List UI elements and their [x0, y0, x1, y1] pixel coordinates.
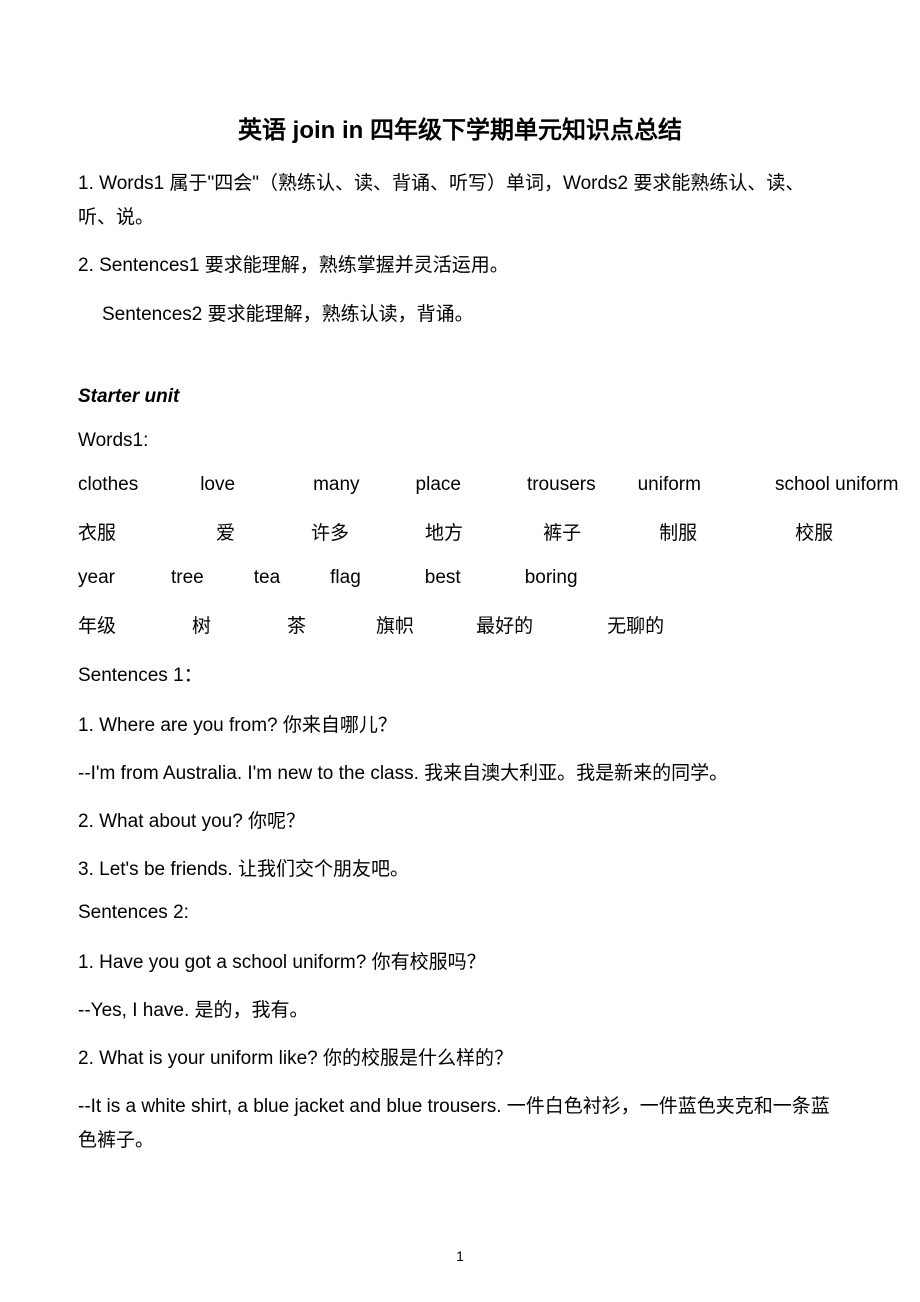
word-en: school uniform: [775, 474, 899, 496]
word-cn: 茶: [287, 611, 306, 638]
words-row-1-en: clothes love many place trousers uniform…: [78, 474, 842, 496]
words-row-2-en: year tree tea flag best boring: [78, 567, 842, 589]
word-en: uniform: [638, 474, 701, 496]
sentence-2-1: 1. Have you got a school uniform? 你有校服吗？: [78, 946, 842, 980]
unit-heading: Starter unit: [78, 386, 842, 408]
sentence-1-1: 1. Where are you from? 你来自哪儿？: [78, 709, 842, 743]
word-cn: 校服: [795, 518, 833, 545]
page-title: 英语 join in 四年级下学期单元知识点总结: [78, 110, 842, 145]
word-en: best: [425, 567, 461, 589]
word-en: clothes: [78, 474, 138, 496]
word-cn: 无聊的: [607, 611, 664, 638]
word-cn: 最好的: [476, 611, 533, 638]
intro-paragraph-2: 2. Sentences1 要求能理解，熟练掌握并灵活运用。: [78, 249, 842, 283]
word-cn: 树: [192, 611, 211, 638]
intro-paragraph-3: Sentences2 要求能理解，熟练认读，背诵。: [78, 298, 842, 332]
word-cn: 制服: [659, 518, 697, 545]
word-cn: 年级: [78, 611, 116, 638]
word-en: year: [78, 567, 115, 589]
sentence-1-1-answer: --I'm from Australia. I'm new to the cla…: [78, 757, 842, 791]
word-en: flag: [330, 567, 361, 589]
intro-paragraph-1: 1. Words1 属于"四会"（熟练认、读、背诵、听写）单词，Words2 要…: [78, 167, 842, 235]
word-cn: 爱: [216, 518, 235, 545]
words1-label: Words1:: [78, 430, 842, 452]
sentence-2-2: 2. What is your uniform like? 你的校服是什么样的？: [78, 1042, 842, 1076]
sentence-2-2-answer: --It is a white shirt, a blue jacket and…: [78, 1090, 842, 1158]
word-cn: 衣服: [78, 518, 116, 545]
word-en: place: [416, 474, 461, 496]
word-cn: 裤子: [543, 518, 581, 545]
sentence-2-1-answer: --Yes, I have. 是的，我有。: [78, 994, 842, 1028]
words-row-2-cn: 年级 树 茶 旗帜 最好的 无聊的: [78, 611, 842, 638]
word-en: tree: [171, 567, 204, 589]
word-en: boring: [525, 567, 578, 589]
sentences1-label: Sentences 1：: [78, 660, 842, 687]
sentence-1-3: 3. Let's be friends. 让我们交个朋友吧。: [78, 853, 842, 887]
word-en: tea: [254, 567, 280, 589]
sentence-1-2: 2. What about you? 你呢？: [78, 805, 842, 839]
word-en: love: [200, 474, 235, 496]
word-en: many: [313, 474, 359, 496]
word-en: trousers: [527, 474, 596, 496]
word-cn: 地方: [425, 518, 463, 545]
word-cn: 旗帜: [376, 611, 414, 638]
page-number: 1: [0, 1248, 920, 1264]
sentences2-label: Sentences 2:: [78, 902, 842, 924]
word-cn: 许多: [311, 518, 349, 545]
words-row-1-cn: 衣服 爱 许多 地方 裤子 制服 校服: [78, 518, 842, 545]
